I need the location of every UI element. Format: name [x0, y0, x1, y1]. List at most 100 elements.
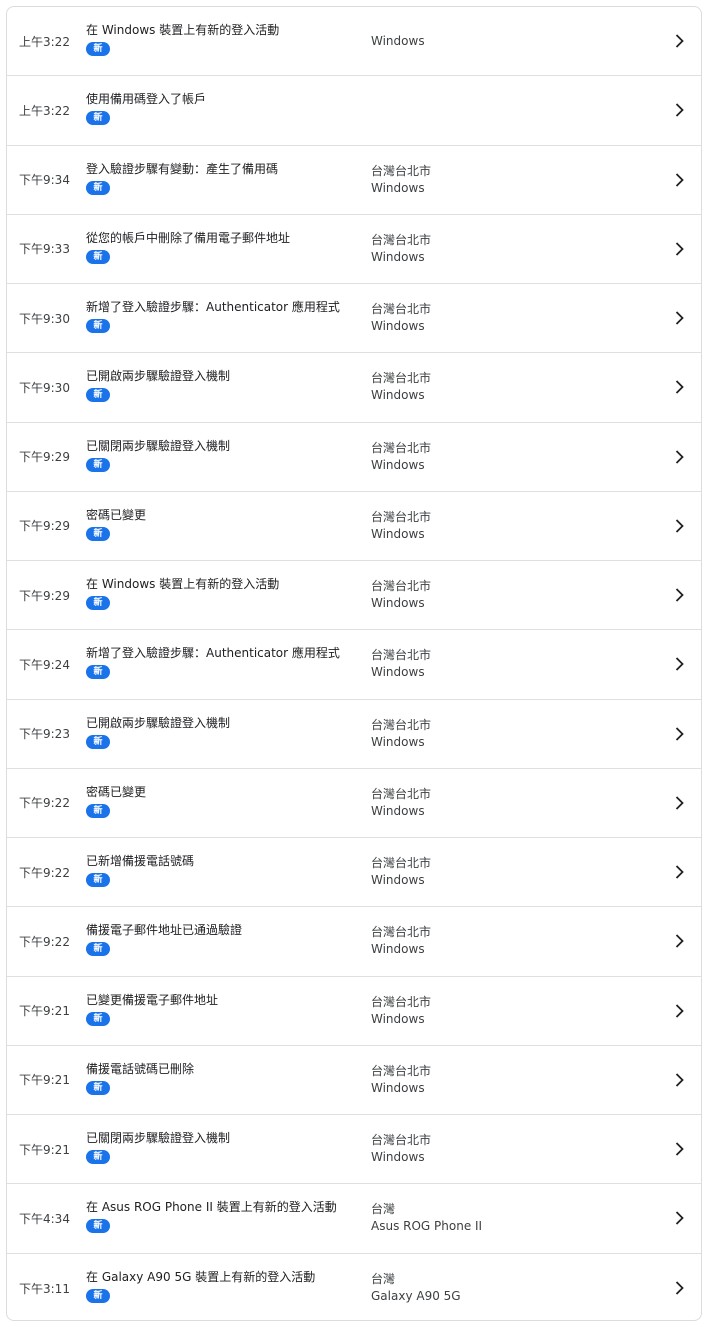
- chevron-right-icon[interactable]: [671, 102, 687, 118]
- event-title: 在 Windows 裝置上有新的登入活動: [86, 23, 280, 37]
- event-row[interactable]: 下午9:24 新增了登入驗證步驟：Authenticator 應用程式 新 台灣…: [7, 630, 701, 700]
- event-location-device: 台灣台北市 Windows: [371, 215, 431, 283]
- event-location: 台灣台北市: [371, 579, 432, 594]
- event-location: 台灣台北市: [371, 163, 432, 178]
- event-location-device: Windows: [371, 7, 425, 75]
- event-title: 使用備用碼登入了帳戶: [86, 92, 207, 107]
- new-badge: 新: [86, 803, 110, 818]
- event-title: 已關閉兩步驟驗證登入機制: [86, 1131, 231, 1145]
- chevron-right-icon[interactable]: [671, 1280, 687, 1296]
- event-row[interactable]: 下午9:21 已關閉兩步驟驗證登入機制 新 台灣台北市 Windows: [7, 1115, 701, 1185]
- event-location: 台灣台北市: [371, 1063, 432, 1078]
- chevron-right-icon[interactable]: [671, 1072, 687, 1088]
- event-device: Windows: [371, 873, 425, 888]
- event-row[interactable]: 下午3:11 在 Galaxy A90 5G 裝置上有新的登入活動 新 台灣 Ga…: [7, 1254, 701, 1321]
- chevron-right-icon[interactable]: [671, 1210, 687, 1226]
- event-row[interactable]: 下午9:34 登入驗證步驟有變動：產生了備用碼 新 台灣台北市 Windows: [7, 146, 701, 215]
- event-location-device: 台灣台北市 Windows: [371, 423, 431, 491]
- event-location: 台灣台北市: [371, 232, 432, 247]
- chevron-right-icon[interactable]: [671, 379, 687, 395]
- new-badge: 新: [86, 249, 110, 264]
- event-location-device: 台灣台北市 Windows: [371, 1046, 431, 1114]
- new-badge: 新: [86, 1288, 110, 1303]
- event-row[interactable]: 下午9:22 備援電子郵件地址已通過驗證 新 台灣台北市 Windows: [7, 907, 701, 977]
- new-badge: 新: [86, 942, 110, 957]
- event-title: 已新增備援電話號碼: [86, 854, 195, 868]
- chevron-right-icon[interactable]: [671, 933, 687, 949]
- security-events-list: 上午3:22 在 Windows 裝置上有新的登入活動 新 Windows 上午…: [6, 6, 702, 1321]
- chevron-right-icon[interactable]: [671, 587, 687, 603]
- event-row[interactable]: 上午3:22 在 Windows 裝置上有新的登入活動 新 Windows: [7, 7, 701, 77]
- event-time: 下午9:22: [19, 865, 70, 880]
- event-device: Windows: [371, 33, 425, 48]
- new-badge: 新: [86, 180, 110, 195]
- new-badge: 新: [86, 457, 110, 472]
- event-row[interactable]: 下午9:22 已新增備援電話號碼 新 台灣台北市 Windows: [7, 838, 701, 908]
- event-location-device: 台灣台北市 Windows: [371, 630, 431, 698]
- event-location-device: 台灣台北市 Windows: [371, 146, 431, 214]
- event-location-device: 台灣台北市 Windows: [371, 838, 431, 906]
- event-location-device: 台灣 Asus ROG Phone II: [371, 1184, 482, 1252]
- chevron-right-icon[interactable]: [671, 726, 687, 742]
- chevron-right-icon[interactable]: [671, 864, 687, 880]
- event-row[interactable]: 上午3:22 使用備用碼登入了帳戶 新: [7, 76, 701, 146]
- new-badge: 新: [86, 111, 110, 126]
- chevron-right-icon[interactable]: [671, 518, 687, 534]
- chevron-right-icon[interactable]: [671, 795, 687, 811]
- event-time: 下午4:34: [19, 1211, 70, 1226]
- event-device: Windows: [371, 596, 425, 611]
- event-device: Galaxy A90 5G: [371, 1289, 461, 1304]
- event-time: 下午9:29: [19, 588, 70, 603]
- chevron-right-icon[interactable]: [671, 1141, 687, 1157]
- event-device: Windows: [371, 665, 425, 680]
- new-badge: 新: [86, 1080, 110, 1095]
- new-badge: 新: [86, 42, 110, 56]
- event-time: 下午3:11: [19, 1281, 70, 1296]
- event-time: 下午9:23: [19, 727, 70, 742]
- event-row[interactable]: 下午9:33 從您的帳戶中刪除了備用電子郵件地址 新 台灣台北市 Windows: [7, 215, 701, 284]
- event-row[interactable]: 下午9:30 新增了登入驗證步驟：Authenticator 應用程式 新 台灣…: [7, 284, 701, 354]
- event-row[interactable]: 下午4:34 在 Asus ROG Phone II 裝置上有新的登入活動 新 …: [7, 1184, 701, 1254]
- event-device: Windows: [371, 942, 425, 957]
- event-row[interactable]: 下午9:30 已開啟兩步驟驗證登入機制 新 台灣台北市 Windows: [7, 353, 701, 423]
- chevron-right-icon[interactable]: [671, 172, 687, 188]
- event-time: 下午9:21: [19, 1073, 70, 1088]
- chevron-right-icon[interactable]: [671, 310, 687, 326]
- event-device: Windows: [371, 457, 425, 472]
- new-badge: 新: [86, 665, 110, 680]
- event-time: 下午9:33: [19, 242, 70, 257]
- event-device: Windows: [371, 180, 425, 195]
- chevron-right-icon[interactable]: [671, 449, 687, 465]
- event-row[interactable]: 下午9:22 密碼已變更 新 台灣台北市 Windows: [7, 769, 701, 838]
- event-location: 台灣台北市: [371, 648, 432, 663]
- event-time: 下午9:22: [19, 934, 70, 949]
- event-location: 台灣台北市: [371, 509, 432, 524]
- event-device: Windows: [371, 249, 425, 264]
- event-location-device: 台灣台北市 Windows: [371, 284, 431, 352]
- event-title: 在 Galaxy A90 5G 裝置上有新的登入活動: [86, 1269, 316, 1284]
- event-location-device: 台灣台北市 Windows: [371, 353, 431, 421]
- event-row[interactable]: 下午9:21 已變更備援電子郵件地址 新 台灣台北市 Windows: [7, 977, 701, 1046]
- chevron-right-icon[interactable]: [671, 656, 687, 672]
- event-device: Windows: [371, 803, 425, 818]
- event-row[interactable]: 下午9:29 在 Windows 裝置上有新的登入活動 新 台灣台北市 Windo…: [7, 561, 701, 631]
- event-time: 下午9:24: [19, 657, 70, 672]
- event-row[interactable]: 下午9:29 密碼已變更 新 台灣台北市 Windows: [7, 492, 701, 561]
- chevron-right-icon[interactable]: [671, 33, 687, 49]
- event-location-device: 台灣台北市 Windows: [371, 1115, 431, 1183]
- event-location-device: 台灣台北市 Windows: [371, 907, 431, 975]
- event-location-device: 台灣台北市 Windows: [371, 977, 431, 1045]
- event-location-device: 台灣台北市 Windows: [371, 492, 431, 560]
- chevron-right-icon[interactable]: [671, 241, 687, 257]
- new-badge: 新: [86, 319, 110, 333]
- event-row[interactable]: 下午9:23 已開啟兩步驟驗證登入機制 新 台灣台北市 Windows: [7, 700, 701, 769]
- chevron-right-icon[interactable]: [671, 1003, 687, 1019]
- event-location: 台灣台北市: [371, 856, 432, 871]
- event-time: 下午9:30: [19, 311, 70, 326]
- event-row[interactable]: 下午9:29 已關閉兩步驟驗證登入機制 新 台灣台北市 Windows: [7, 423, 701, 492]
- event-location: 台灣台北市: [371, 302, 432, 317]
- event-title: 已關閉兩步驟驗證登入機制: [86, 438, 231, 453]
- event-row[interactable]: 下午9:21 備援電話號碼已刪除 新 台灣台北市 Windows: [7, 1046, 701, 1115]
- new-badge: 新: [86, 734, 110, 749]
- event-time: 下午9:29: [19, 519, 70, 534]
